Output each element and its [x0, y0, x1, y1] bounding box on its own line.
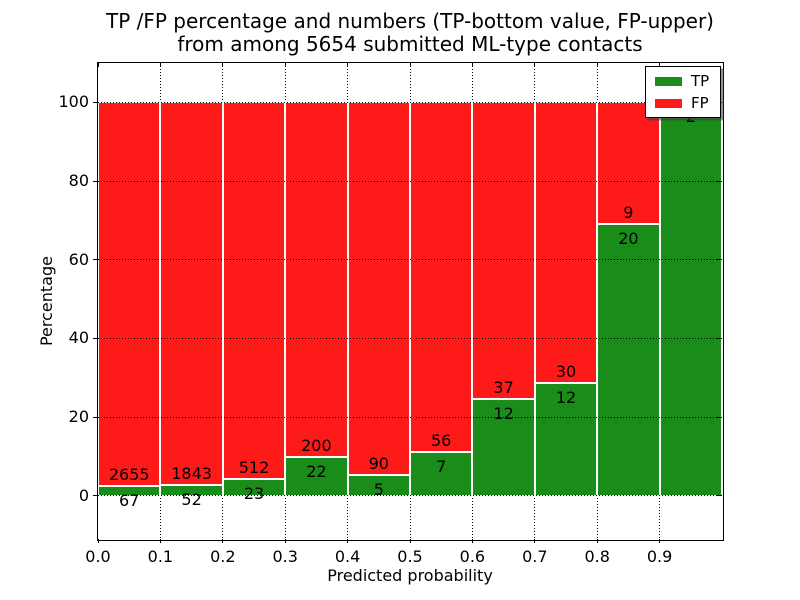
gridline-horizontal [98, 495, 722, 497]
chart-title: TP /FP percentage and numbers (TP-bottom… [20, 10, 800, 56]
x-tick [284, 539, 286, 543]
x-tick [471, 539, 473, 543]
y-tick-label: 40 [68, 328, 89, 348]
x-tick [409, 539, 411, 543]
gridline-horizontal [98, 416, 722, 418]
legend-item-fp: FP [655, 95, 709, 111]
y-tick-right [717, 259, 722, 261]
bar-tp-count-label: 5 [373, 480, 384, 500]
bar-fp-count-label: 56 [431, 431, 452, 451]
legend-label-tp: TP [691, 72, 710, 90]
bar-tp-count-label: 52 [181, 489, 202, 509]
bar-tp [659, 102, 722, 496]
bar-fp [98, 102, 161, 487]
x-tick [534, 539, 536, 543]
x-tick-top [534, 63, 536, 67]
x-tick-label: 0.6 [459, 547, 486, 566]
bar-tp [410, 452, 473, 496]
x-tick-top [409, 63, 411, 67]
bar-fp-count-label: 1843 [171, 463, 212, 483]
legend-swatch-fp-icon [655, 98, 682, 108]
gridline-horizontal [98, 337, 722, 339]
x-tick [347, 539, 349, 543]
y-tick-right [717, 337, 722, 339]
bar-fp [597, 102, 660, 225]
x-tick-top [596, 63, 598, 67]
y-tick-label: 80 [68, 171, 89, 191]
y-tick [93, 337, 98, 339]
x-tick-label: 0.5 [397, 547, 423, 566]
bar-tp [534, 383, 598, 496]
bar-tp-count-label: 23 [243, 483, 265, 503]
y-tick-right [717, 180, 722, 182]
y-tick [93, 416, 98, 418]
x-tick-label: 0.0 [85, 547, 111, 566]
x-tick-label: 0.1 [147, 547, 174, 566]
bar-fp [285, 102, 348, 457]
bar-fp [347, 102, 410, 475]
x-tick [596, 539, 598, 543]
y-tick-right [717, 416, 722, 418]
x-tick [222, 539, 224, 543]
x-tick-top [159, 63, 161, 67]
legend: TP FP [645, 66, 722, 118]
bar-fp [160, 102, 223, 485]
x-tick-top [222, 63, 224, 67]
y-tick-label: 20 [68, 407, 89, 427]
bar-fp-count-label: 30 [555, 362, 577, 382]
bar-fp [534, 102, 598, 384]
x-tick-label: 0.3 [272, 547, 298, 566]
y-tick-right [717, 495, 722, 497]
y-axis-label: Percentage [37, 256, 56, 347]
y-tick [93, 495, 98, 497]
x-tick-top [97, 63, 99, 67]
x-tick-top [347, 63, 349, 67]
x-tick-top [659, 63, 661, 67]
gridline-horizontal [98, 180, 722, 182]
y-tick-label: 60 [68, 249, 89, 269]
x-tick-top [471, 63, 473, 67]
bar-tp-count-label: 67 [119, 491, 140, 511]
bar-fp-count-label: 512 [238, 457, 270, 477]
x-axis-label: Predicted probability [327, 566, 493, 585]
bar-tp-count-label: 7 [436, 457, 447, 477]
bar-tp [160, 484, 223, 496]
legend-label-fp: FP [691, 94, 709, 112]
x-tick-top [284, 63, 286, 67]
bar-fp [410, 102, 473, 452]
chart-title-line2: from among 5654 submitted ML-type contac… [177, 32, 643, 56]
gridline-horizontal [98, 101, 722, 103]
legend-swatch-tp-icon [655, 76, 682, 86]
y-tick [93, 180, 98, 182]
bar-fp [222, 102, 286, 479]
bar-tp-count-label: 12 [493, 404, 514, 424]
bar-fp [472, 102, 535, 400]
gridline-horizontal [98, 259, 722, 261]
x-tick [159, 539, 161, 543]
legend-item-tp: TP [655, 73, 709, 89]
bar-tp-count-label: 12 [555, 388, 577, 408]
bar-fp-count-label: 9 [623, 203, 634, 223]
x-tick-label: 0.8 [584, 547, 610, 566]
y-tick [93, 259, 98, 261]
bar-fp-count-label: 37 [493, 378, 514, 398]
y-tick-label: 100 [58, 92, 89, 112]
x-tick-label: 0.2 [210, 547, 236, 566]
x-tick-label: 0.4 [334, 547, 361, 566]
y-tick-label: 0 [78, 485, 89, 505]
x-tick-label: 0.9 [646, 547, 673, 566]
bar-tp [472, 399, 535, 496]
bar-tp [597, 224, 660, 496]
x-tick-label: 0.7 [522, 547, 548, 566]
bar-tp-count-label: 22 [306, 461, 327, 481]
bar-fp-count-label: 200 [301, 435, 332, 455]
x-tick [659, 539, 661, 543]
y-tick [93, 101, 98, 103]
bar-tp-count-label: 20 [618, 229, 639, 249]
chart-title-line1: TP /FP percentage and numbers (TP-bottom… [106, 9, 714, 33]
x-tick [97, 539, 99, 543]
bar-fp-count-label: 2655 [108, 465, 150, 485]
bar-fp-count-label: 90 [368, 454, 389, 474]
